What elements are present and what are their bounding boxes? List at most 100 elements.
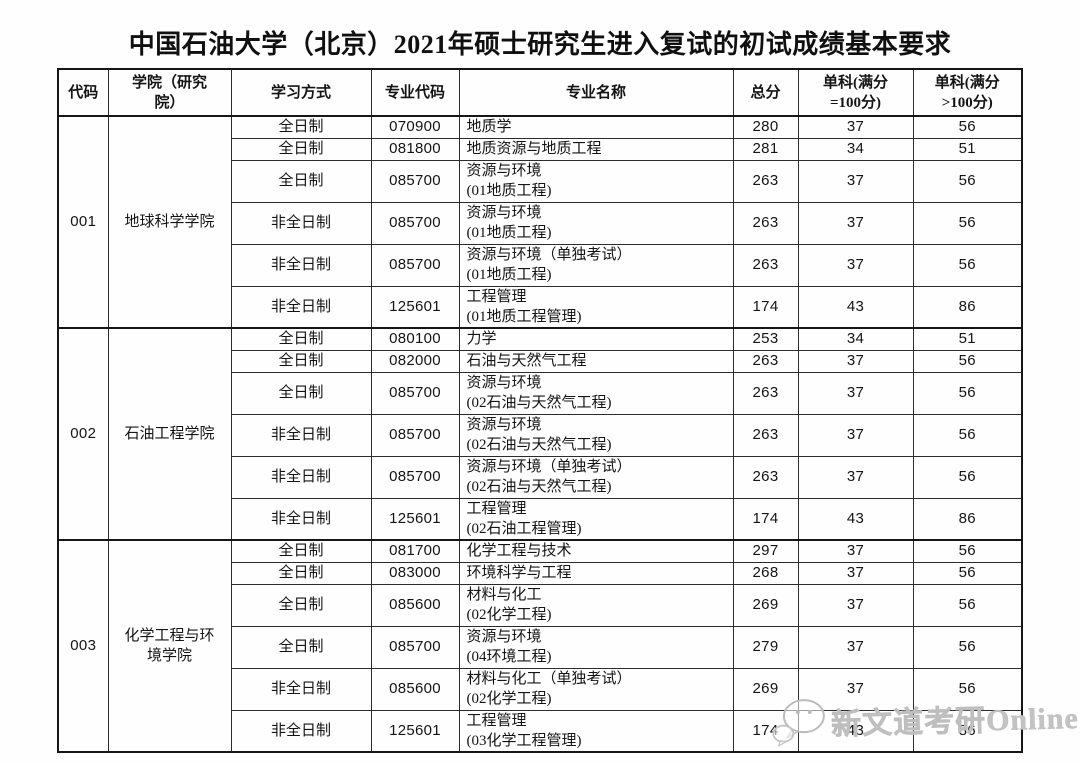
single-subject-over100-cell: 86 [912,709,1023,753]
major-code-cell: 085700 [370,625,460,669]
study-mode-cell: 非全日制 [230,709,372,753]
major-code-cell: 085700 [370,371,460,415]
table-row: 全日制 083000 环境科学与工程 268 37 56 [58,561,1023,585]
single-subject-100-cell: 37 [797,371,914,415]
single-subject-100-cell: 43 [797,709,914,753]
major-name-cell: 资源与环境 (01地质工程) [458,201,734,245]
major-name-cell: 资源与环境（单独考试） (01地质工程) [458,243,734,287]
major-name: 地质学 [466,119,512,136]
major-code-cell: 085700 [370,413,460,457]
table-row: 非全日制 085700 资源与环境（单独考试） (02石油与天然气工程) 263 … [58,455,1023,499]
major-name: 资源与环境（单独考试） [466,459,632,475]
table-row: 全日制 085600 材料与化工 (02化学工程) 269 37 56 [58,583,1023,627]
major-note: (02石油与天然气工程) [466,395,612,411]
single-subject-100-cell: 37 [797,455,914,499]
total-score-cell: 280 [732,115,799,139]
major-name: 工程管理 [466,288,527,305]
major-code-cell: 125601 [370,709,460,753]
table-row: 003 化学工程与环 境学院 全日制 081700 化学工程与技术 297 37… [57,539,1023,753]
major-name-cell: 材料与化工（单独考试） (02化学工程) [458,667,734,711]
single-subject-over100-cell: 51 [912,327,1023,351]
total-score-cell: 253 [732,327,799,351]
major-note: (02石油与天然气工程) [466,437,612,453]
study-mode-cell: 全日制 [230,371,372,415]
study-mode-cell: 全日制 [230,561,372,585]
college-name-cell: 石油工程学院 [107,327,232,541]
single-subject-100-cell: 43 [797,285,914,329]
major-code-cell: 085700 [370,201,460,245]
table-row: 非全日制 085700 资源与环境 (02石油与天然气工程) 263 37 56 [58,413,1023,457]
single-subject-100-cell: 37 [797,667,914,711]
single-subject-over100-cell: 56 [912,201,1023,245]
major-name-cell: 环境科学与工程 [458,561,734,585]
total-score-cell: 281 [732,137,799,161]
major-code-cell: 083000 [370,561,460,585]
college-name-cell: 地球科学学院 [107,115,232,329]
study-mode-cell: 非全日制 [230,285,372,329]
single-subject-100-cell: 37 [797,159,914,203]
study-mode-cell: 全日制 [230,539,372,563]
major-name: 资源与环境 [466,375,542,391]
major-note: (02石油与天然气工程) [466,479,612,495]
major-name-cell: 资源与环境 (04环境工程) [458,625,734,669]
major-code-cell: 082000 [370,349,460,373]
major-name-cell: 地质学 [458,115,734,139]
single-subject-100-cell: 37 [797,539,914,563]
major-name: 石油与天然气工程 [466,353,587,369]
major-code-cell: 085700 [370,455,460,499]
study-mode-cell: 全日制 [230,583,372,627]
study-mode-cell: 全日制 [230,159,372,203]
college-name-cell: 化学工程与环 境学院 [107,539,232,753]
single-subject-over100-cell: 56 [912,115,1023,139]
major-note: (02化学工程) [466,607,552,623]
major-name: 化学工程与技术 [466,543,572,560]
major-name-cell: 石油与天然气工程 [458,349,734,373]
header-code: 代码 [57,68,109,117]
group-code-cell: 003 [57,539,109,753]
total-score-cell: 263 [732,159,799,203]
total-score-cell: 269 [732,667,799,711]
major-note: (03化学工程管理) [466,732,582,749]
study-mode-cell: 全日制 [230,349,372,373]
major-code-cell: 081800 [370,137,460,161]
major-name: 资源与环境 [466,163,542,179]
single-subject-over100-cell: 56 [912,159,1023,203]
header-single-subject-100: 单科(满分 =100分) [797,68,914,117]
single-subject-100-cell: 34 [797,327,914,351]
table-row: 非全日制 085600 材料与化工（单独考试） (02化学工程) 269 37 5… [58,667,1023,711]
header-total-score: 总分 [732,68,799,117]
major-name: 力学 [466,331,497,348]
major-name-cell: 资源与环境 (01地质工程) [458,159,734,203]
major-name: 资源与环境（单独考试） [466,247,632,263]
page-title: 中国石油大学（北京）2021年硕士研究生进入复试的初试成绩基本要求 [128,30,952,59]
study-mode-cell: 非全日制 [230,497,372,541]
single-subject-100-cell: 37 [797,349,914,373]
total-score-cell: 263 [732,243,799,287]
group-code-cell: 001 [57,115,109,329]
major-name-cell: 工程管理 (02石油工程管理) [458,497,734,541]
single-subject-100-cell: 37 [797,243,914,287]
major-name: 资源与环境 [466,417,542,433]
study-mode-cell: 非全日制 [230,201,372,245]
study-mode-cell: 非全日制 [230,243,372,287]
major-name: 材料与化工 [466,587,542,603]
group-code-cell: 002 [57,327,109,541]
total-score-cell: 269 [732,583,799,627]
major-code-cell: 085600 [370,583,460,627]
major-name: 工程管理 [466,500,527,517]
major-name-cell: 地质资源与地质工程 [458,137,734,161]
single-subject-100-cell: 37 [797,625,914,669]
single-subject-100-cell: 37 [797,583,914,627]
major-note: (01地质工程) [466,225,552,241]
table-row: 非全日制 125601 工程管理 (02石油工程管理) 174 43 86 [58,497,1023,541]
header-college: 学院（研究 院） [107,68,232,117]
single-subject-over100-cell: 56 [912,667,1023,711]
table-row: 全日制 082000 石油与天然气工程 263 37 56 [58,349,1023,373]
total-score-cell: 174 [732,497,799,541]
total-score-cell: 263 [732,413,799,457]
major-name-cell: 资源与环境 (02石油与天然气工程) [458,413,734,457]
study-mode-cell: 非全日制 [230,413,372,457]
major-name-cell: 力学 [458,327,734,351]
major-code-cell: 125601 [370,497,460,541]
